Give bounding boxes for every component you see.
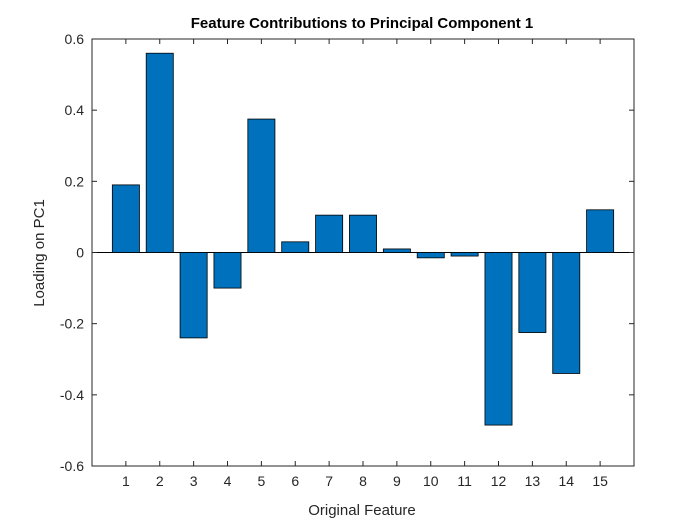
bar-feature-1	[111, 184, 140, 253]
y-axis-ticks: -0.6 -0.4 -0.2 0 0.2 0.4 0.6	[60, 31, 634, 474]
bar-feature-12	[484, 252, 513, 426]
x-tick-label: 2	[156, 473, 164, 489]
x-tick-label: 12	[491, 473, 507, 489]
y-tick-label: 0.4	[65, 102, 85, 118]
bar-feature-14	[552, 252, 581, 374]
x-tick-label: 14	[558, 473, 574, 489]
bar-feature-2	[145, 52, 174, 253]
x-tick-label: 6	[291, 473, 299, 489]
y-tick-label: -0.6	[60, 458, 84, 474]
bars	[111, 52, 615, 426]
x-tick-label: 15	[592, 473, 608, 489]
bar-feature-9	[382, 248, 411, 253]
x-tick-label: 11	[457, 473, 472, 489]
bar-feature-15	[586, 209, 615, 253]
bar-feature-7	[315, 214, 344, 253]
x-tick-label: 13	[525, 473, 541, 489]
x-tick-label: 3	[190, 473, 198, 489]
bar-feature-11	[450, 252, 479, 257]
y-tick-label: 0.2	[65, 173, 85, 189]
bar-feature-8	[349, 214, 377, 253]
bar-feature-4	[213, 252, 242, 289]
chart-title: Feature Contributions to Principal Compo…	[191, 15, 534, 32]
y-tick-label: 0	[76, 245, 84, 261]
bar-feature-5	[247, 118, 276, 253]
y-tick-label: 0.6	[65, 31, 85, 47]
y-tick-label: -0.4	[60, 387, 84, 403]
x-tick-label: 8	[359, 473, 367, 489]
y-axis-label: Loading on PC1	[31, 199, 48, 307]
bar-feature-10	[416, 252, 445, 259]
x-tick-label: 7	[325, 473, 333, 489]
x-tick-label: 9	[393, 473, 401, 489]
bar-feature-6	[281, 241, 310, 253]
y-tick-label: -0.2	[60, 316, 84, 332]
bar-feature-13	[518, 252, 547, 333]
x-tick-label: 5	[257, 473, 265, 489]
x-axis-label: Original Feature	[308, 502, 416, 519]
bar-feature-3	[179, 252, 208, 339]
x-tick-label: 4	[224, 473, 232, 489]
x-axis-ticks: 1 2 3 4 5 6 7 8 9 10 11 12 13 14 15	[122, 39, 608, 489]
x-tick-label: 1	[122, 473, 130, 489]
x-tick-label: 10	[423, 473, 439, 489]
